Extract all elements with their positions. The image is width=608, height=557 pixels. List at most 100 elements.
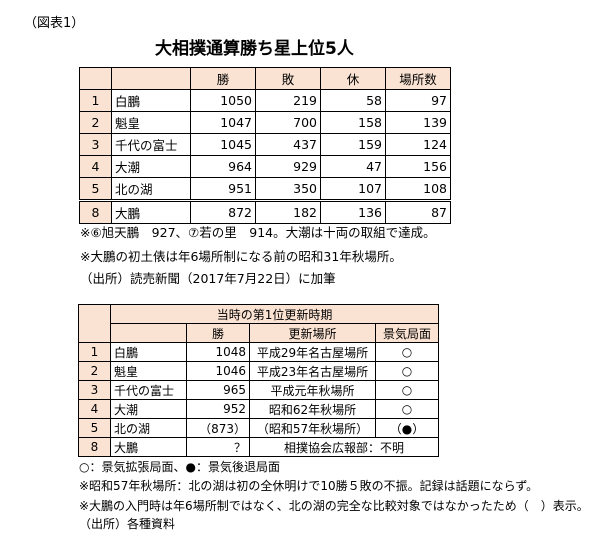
header-row: 勝敗休場所数 (79, 67, 451, 90)
rank-cell: 5 (79, 177, 112, 201)
economy-cell: （●） (374, 418, 440, 438)
venue-cell: 昭和62年秋場所 (249, 399, 376, 419)
venue-cell: 相撲協会広報部：不明 (248, 437, 440, 457)
header-row: 勝更新場所 景気局面 (79, 323, 440, 343)
value-cell: 108 (385, 177, 451, 201)
rank-cell: 1 (78, 342, 111, 362)
economy-cell: ○ (374, 342, 440, 362)
venue-cell: 平成23年名古屋場所 (249, 361, 376, 381)
value-cell: 872 (190, 199, 256, 224)
wins-cell: 965 (186, 380, 250, 400)
table1-source: （出所）読売新聞（2017年7月22日）に加筆 (80, 271, 336, 286)
column-header: 敗 (255, 67, 321, 90)
value-cell: 964 (190, 155, 256, 178)
value-cell: 124 (385, 133, 451, 156)
corner-cell (78, 304, 111, 343)
column-header (110, 323, 187, 343)
wins-cell: 952 (186, 399, 250, 419)
rank-cell: 1 (79, 89, 112, 112)
value-cell: 1047 (190, 111, 256, 134)
rank-cell: 3 (78, 380, 111, 400)
table-row: 1 白鵬 1048 平成29年名古屋場所 ○ (78, 342, 440, 362)
rank-cell: 4 (79, 155, 112, 178)
name-cell: 大潮 (110, 399, 187, 419)
column-header (79, 67, 112, 90)
table1-note-1: ※⑥旭天鵬 927、⑦若の里 914。大潮は十両の取組で達成。 (80, 225, 436, 240)
value-cell: 139 (385, 111, 451, 134)
rank-cell: 5 (78, 418, 111, 438)
name-cell: 北の湖 (111, 177, 191, 201)
record-update-table: 当時の第1位更新時期勝更新場所 景気局面 1 白鵬 1048 平成29年名古屋場所 ○ 2 魁皇… (78, 304, 440, 457)
value-cell: 156 (385, 155, 451, 178)
rank-cell: 2 (78, 361, 111, 381)
name-cell: 魁皇 (110, 361, 187, 381)
value-cell: 97 (385, 89, 451, 112)
table-row: 4 大潮 952 昭和62年秋場所 ○ (78, 399, 440, 419)
column-header: 勝 (186, 323, 250, 343)
table-row: 4 大潮 964 929 47 156 (79, 155, 451, 178)
rank-cell: 2 (79, 111, 112, 134)
column-header (111, 67, 191, 90)
table2-note-2: ※大鵬の入門時は年6場所制ではなく、北の湖の完全な比較対象ではなかったため（ ）… (79, 499, 589, 513)
value-cell: 1045 (190, 133, 256, 156)
table-row: 8 大鵬 872 182 136 87 (79, 199, 451, 224)
value-cell: 219 (255, 89, 321, 112)
economy-cell: ○ (374, 361, 440, 381)
rank-cell: 3 (79, 133, 112, 156)
wins-cell: 1046 (186, 361, 250, 381)
table-row: 3 千代の富士 1045 437 159 124 (79, 133, 451, 156)
name-cell: 大鵬 (111, 199, 191, 224)
value-cell: 47 (320, 155, 386, 178)
rank-cell: 8 (78, 437, 111, 457)
table-row: 8 大鵬？相撲協会広報部：不明 (78, 437, 440, 457)
table-row: 2 魁皇 1047 700 158 139 (79, 111, 451, 134)
name-cell: 魁皇 (111, 111, 191, 134)
figure-label: （図表1） (24, 16, 85, 31)
value-cell: 182 (255, 199, 321, 224)
venue-cell: （昭和57年秋場所） (249, 418, 376, 438)
value-cell: 87 (385, 199, 451, 224)
name-cell: 大鵬 (110, 437, 187, 457)
wins-cell: 1048 (186, 342, 250, 362)
name-cell: 千代の富士 (111, 133, 191, 156)
venue-cell: 平成元年秋場所 (249, 380, 376, 400)
value-cell: 107 (320, 177, 386, 201)
page-title: 大相撲通算勝ち星上位5人 (155, 39, 354, 59)
rank-cell: 4 (78, 399, 111, 419)
name-cell: 大潮 (111, 155, 191, 178)
group-header-row: 当時の第1位更新時期 (78, 304, 440, 343)
table-row: 3 千代の富士 965 平成元年秋場所 ○ (78, 380, 440, 400)
table2-source: （出所）各種資料 (79, 517, 176, 531)
venue-cell: 平成29年名古屋場所 (249, 342, 376, 362)
value-cell: 929 (255, 155, 321, 178)
wins-cell: ？ (186, 437, 250, 457)
column-header: 休 (320, 67, 386, 90)
value-cell: 951 (190, 177, 256, 201)
value-cell: 350 (255, 177, 321, 201)
value-cell: 58 (320, 89, 386, 112)
table-row: 5 北の湖 （873） （昭和57年秋場所） （●） (78, 418, 440, 438)
table-row: 5 北の湖 951 350 107 108 (79, 177, 451, 201)
name-cell: 千代の富士 (110, 380, 187, 400)
wins-table: 勝敗休場所数 1 白鵬 1050 219 58 97 2 魁皇 1047 700 158 139 3 千代の… (79, 67, 451, 224)
table-row: 1 白鵬 1050 219 58 97 (79, 89, 451, 112)
name-cell: 北の湖 (110, 418, 187, 438)
value-cell: 437 (255, 133, 321, 156)
rank-cell: 8 (79, 199, 112, 224)
group-header: 当時の第1位更新時期 (109, 304, 440, 324)
value-cell: 136 (320, 199, 386, 224)
table-row: 2 魁皇 1046 平成23年名古屋場所 ○ (78, 361, 440, 381)
table2-legend: ○：景気拡張局面、●：景気後退局面 (79, 460, 280, 474)
value-cell: 158 (320, 111, 386, 134)
name-cell: 白鵬 (111, 89, 191, 112)
table2-note-1: ※昭和57年秋場所：北の湖は初の全休明けで10勝５敗の不振。記録は話題にならず。 (79, 479, 539, 493)
wins-cell: （873） (186, 418, 250, 438)
value-cell: 1050 (190, 89, 256, 112)
name-cell: 白鵬 (110, 342, 187, 362)
column-header: 勝 (190, 67, 256, 90)
economy-cell: ○ (374, 380, 440, 400)
table1-note-2: ※大鵬の初土俵は年6場所制になる前の昭和31年秋場所。 (80, 249, 402, 264)
economy-cell: ○ (374, 399, 440, 419)
column-header: 更新場所 (249, 323, 376, 343)
value-cell: 700 (255, 111, 321, 134)
